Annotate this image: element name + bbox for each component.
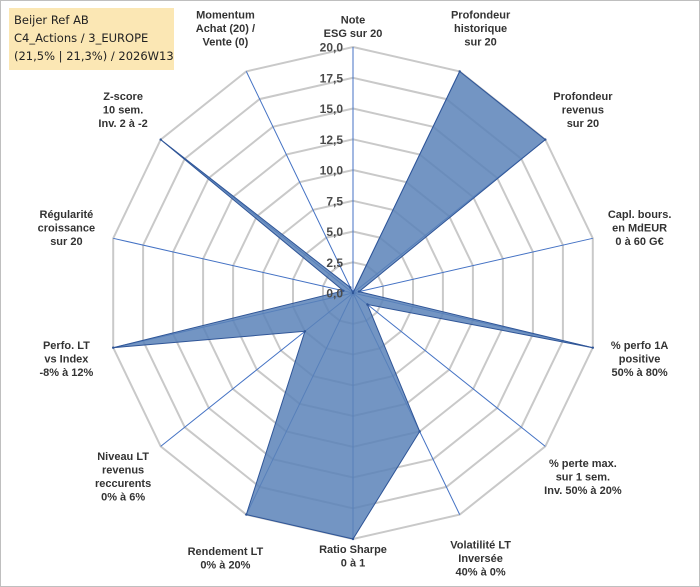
data-point	[159, 138, 162, 141]
data-point	[418, 430, 421, 433]
axis-label: Momentum Achat (20) / Vente (0)	[196, 10, 255, 49]
data-point	[349, 286, 352, 289]
radar-tick-labels: 0,0 2,5 5,0 7,5 10,0 12,5 15,0 17,5 20,0	[320, 41, 344, 301]
data-point	[112, 346, 115, 349]
score-period-label: (21,5% | 21,3%) / 2026W13	[14, 49, 174, 63]
chart-header-box: Beijer Ref AB C4_Actions / 3_EUROPE (21,…	[9, 8, 174, 70]
radar-series	[112, 70, 594, 541]
radar-spoke	[113, 237, 354, 294]
tick-label: 15,0	[320, 102, 344, 116]
tick-label: 20,0	[320, 41, 344, 55]
axis-label: Ratio Sharpe 0 à 1	[319, 544, 387, 570]
company-name: Beijer Ref AB	[14, 13, 89, 27]
data-point	[351, 537, 355, 541]
axis-label: Régularité croissance sur 20	[38, 209, 95, 248]
data-point	[591, 346, 594, 349]
data-point	[544, 138, 547, 141]
tick-label: 2,5	[326, 256, 343, 270]
radar-spoke	[352, 292, 546, 447]
tick-label: 12,5	[320, 133, 344, 147]
radar-spoke	[352, 237, 593, 294]
data-point	[245, 513, 248, 516]
data-point	[366, 303, 369, 306]
axis-label: % perfo 1A positive 50% à 80%	[611, 340, 669, 379]
axis-label: Rendement LT 0% à 20%	[188, 546, 264, 572]
axis-label: Perfo. LT vs Index -8% à 12%	[39, 340, 93, 379]
tick-label: 7,5	[326, 194, 343, 208]
data-point	[303, 330, 307, 333]
data-point	[357, 290, 361, 293]
data-point	[342, 289, 345, 292]
category-label: C4_Actions / 3_EUROPE	[14, 31, 149, 45]
axis-label: Z-score 10 sem. Inv. 2 à -2	[98, 91, 147, 130]
axis-label: Note ESG sur 20	[324, 15, 383, 41]
data-point	[458, 70, 461, 73]
data-point	[351, 291, 355, 295]
tick-label: 17,5	[320, 71, 344, 85]
axis-label: Niveau LT revenus reccurents 0% à 6%	[95, 451, 151, 504]
axis-label: Profondeur historique sur 20	[451, 10, 511, 49]
axis-label: % perte max. sur 1 sem. Inv. 50% à 20%	[544, 458, 622, 497]
axis-label: Volatilité LT Inversée 40% à 0%	[450, 539, 511, 578]
radar-axis-labels: Note ESG sur 20 Profondeur historique sur 20…	[38, 10, 672, 579]
axis-label: Capl. bours. en MdEUR 0 à 60 G€	[608, 209, 672, 248]
axis-label: Profondeur revenus sur 20	[553, 91, 613, 130]
tick-label: 0,0	[326, 287, 343, 301]
tick-label: 5,0	[326, 225, 343, 239]
tick-label: 10,0	[320, 164, 344, 178]
radar-spoke	[245, 71, 354, 294]
